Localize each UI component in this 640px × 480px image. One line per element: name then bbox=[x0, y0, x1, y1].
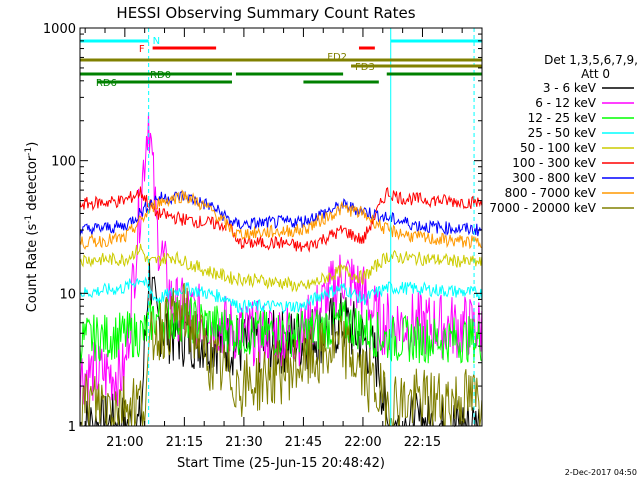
flag-label-rd0: RD0 bbox=[150, 70, 171, 81]
flag-label-f: F bbox=[139, 44, 145, 55]
x-tick-label: 21:45 bbox=[285, 435, 322, 450]
series-line-4 bbox=[79, 243, 483, 293]
series-line-2 bbox=[79, 296, 482, 364]
x-axis: 21:00 21:15 21:30 21:45 22:00 22:15 bbox=[84, 28, 483, 450]
flag-label-rd6: RD6 bbox=[96, 78, 117, 89]
flag-label-fd3: FD3 bbox=[355, 62, 375, 73]
y-axis-label: Count Rate (s-1 detector-1) bbox=[24, 142, 40, 313]
series-line-7 bbox=[79, 189, 483, 250]
y-tick-label: 100 bbox=[51, 155, 76, 170]
y-axis: 1 10 100 1000 bbox=[43, 22, 482, 435]
x-axis-label: Start Time (25-Jun-15 20:48:42) bbox=[177, 456, 385, 471]
legend-entry-label: 6 - 12 keV bbox=[535, 96, 597, 110]
plot-content: NF FD2 FD3 RD0 RD6 bbox=[79, 28, 483, 428]
flag-label-fd2: FD2 bbox=[327, 52, 347, 63]
legend-entry-label: 7000 - 20000 keV bbox=[489, 201, 596, 215]
legend-entry-label: 25 - 50 keV bbox=[528, 126, 597, 140]
y-tick-label: 1 bbox=[68, 420, 76, 435]
series-line-5 bbox=[79, 186, 483, 253]
y-tick-label: 1000 bbox=[43, 22, 76, 37]
legend-entry-label: 50 - 100 keV bbox=[520, 141, 597, 155]
legend-entry-label: 12 - 25 keV bbox=[528, 111, 597, 125]
x-tick-label: 21:30 bbox=[225, 435, 262, 450]
x-tick-label: 21:00 bbox=[106, 435, 143, 450]
series-line-6 bbox=[79, 190, 483, 237]
y-tick-label: 10 bbox=[59, 287, 76, 302]
series-line-8 bbox=[80, 282, 483, 427]
legend-entry-label: 3 - 6 keV bbox=[543, 81, 597, 95]
plot-frame bbox=[79, 27, 483, 427]
legend-title-2: Att 0 bbox=[581, 67, 610, 81]
legend-title-1: Det 1,3,5,6,7,9, bbox=[544, 53, 638, 67]
chart-title: HESSI Observing Summary Count Rates bbox=[116, 4, 415, 22]
x-tick-label: 21:15 bbox=[166, 435, 203, 450]
x-tick-label: 22:15 bbox=[404, 435, 441, 450]
x-tick-label: 22:00 bbox=[344, 435, 381, 450]
series-line-1 bbox=[79, 112, 483, 407]
legend-entry-label: 800 - 7000 keV bbox=[505, 186, 597, 200]
legend-entry-label: 100 - 300 keV bbox=[512, 156, 596, 170]
footer-date: 2-Dec-2017 04:50 bbox=[565, 468, 637, 477]
legend-entry-label: 300 - 800 keV bbox=[512, 171, 596, 185]
series-line-3 bbox=[79, 276, 483, 315]
flag-label-n: N bbox=[153, 36, 160, 47]
